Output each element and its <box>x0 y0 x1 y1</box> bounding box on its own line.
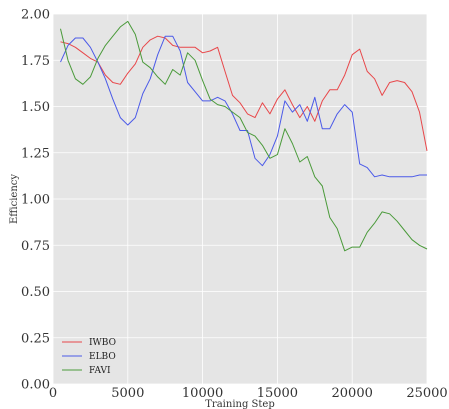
y-tick-label: 0.25 <box>21 331 50 346</box>
y-tick-label: 2.00 <box>21 8 50 23</box>
y-axis-ticks: 0.00 0.25 0.50 0.75 1.00 1.25 1.50 1.75 2.00 <box>21 8 50 393</box>
grid <box>52 13 428 385</box>
x-axis-label: Training Step <box>205 399 274 409</box>
series-line-elbo <box>60 35 427 178</box>
x-axis-ticks: 0 5000 10000 15000 20000 25000 <box>49 386 448 401</box>
y-tick-label: 1.75 <box>21 54 50 69</box>
y-tick-label: 1.50 <box>21 100 50 115</box>
x-tick-label: 25000 <box>406 386 447 401</box>
series-line-iwbo <box>60 35 428 151</box>
legend: IWBO ELBO FAVI <box>62 338 116 376</box>
y-tick-label: 1.25 <box>21 146 50 161</box>
y-tick-label: 0.00 <box>21 378 50 393</box>
x-tick-label: 5000 <box>111 386 144 401</box>
x-tick-label: 20000 <box>332 386 373 401</box>
legend-label-iwbo: IWBO <box>89 338 116 348</box>
x-tick-label: 15000 <box>257 386 298 401</box>
legend-label-elbo: ELBO <box>89 352 116 362</box>
y-tick-label: 1.00 <box>21 193 50 208</box>
x-tick-label: 0 <box>49 386 57 401</box>
series-line-favi <box>60 20 428 252</box>
y-axis-label: Efficiency <box>9 174 20 224</box>
legend-label-favi: FAVI <box>89 366 111 376</box>
y-tick-label: 0.50 <box>21 285 50 300</box>
x-tick-label: 10000 <box>182 386 223 401</box>
y-tick-label: 0.75 <box>21 239 50 254</box>
series-lines <box>60 20 428 252</box>
